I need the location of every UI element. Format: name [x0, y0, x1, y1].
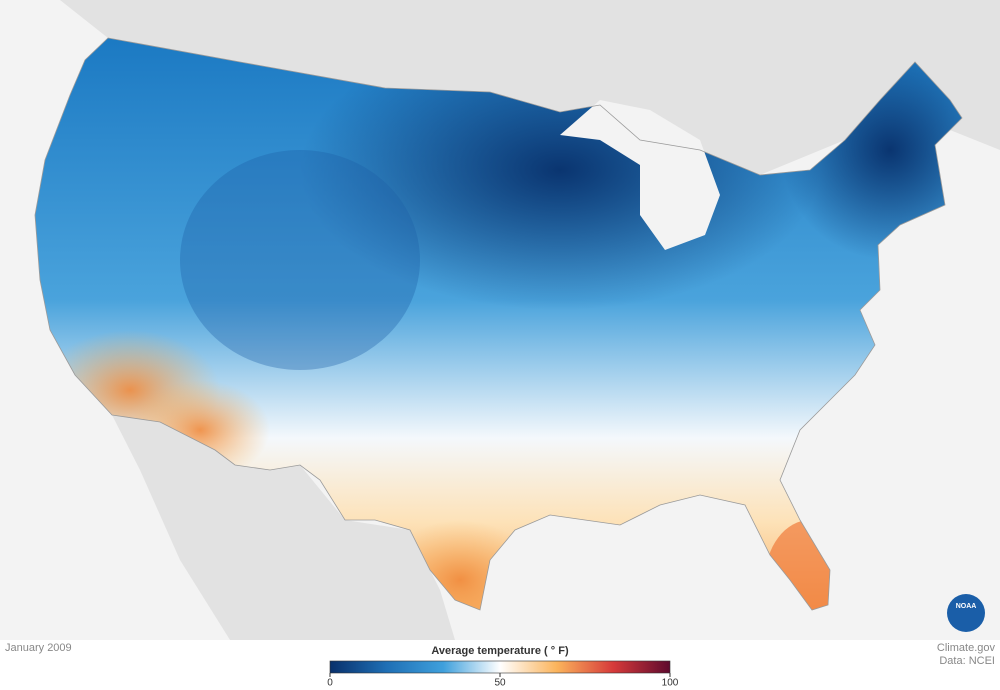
- mexico: [112, 415, 455, 640]
- legend-title: Average temperature ( ° F): [431, 645, 569, 657]
- colorbar-tick-label: 0: [327, 678, 333, 689]
- colorbar-tick-label: 100: [662, 678, 679, 689]
- colorbar-tick-label: 50: [494, 678, 506, 689]
- canada: [60, 0, 1000, 175]
- site-credit: Climate.gov: [937, 642, 996, 654]
- logo-text: NOAA: [956, 603, 977, 610]
- logo: [947, 594, 985, 632]
- great-lakes: [560, 100, 720, 250]
- source-credit: Data: NCEI: [939, 655, 995, 667]
- date: January 2009: [5, 642, 72, 654]
- colorbar: [329, 660, 671, 674]
